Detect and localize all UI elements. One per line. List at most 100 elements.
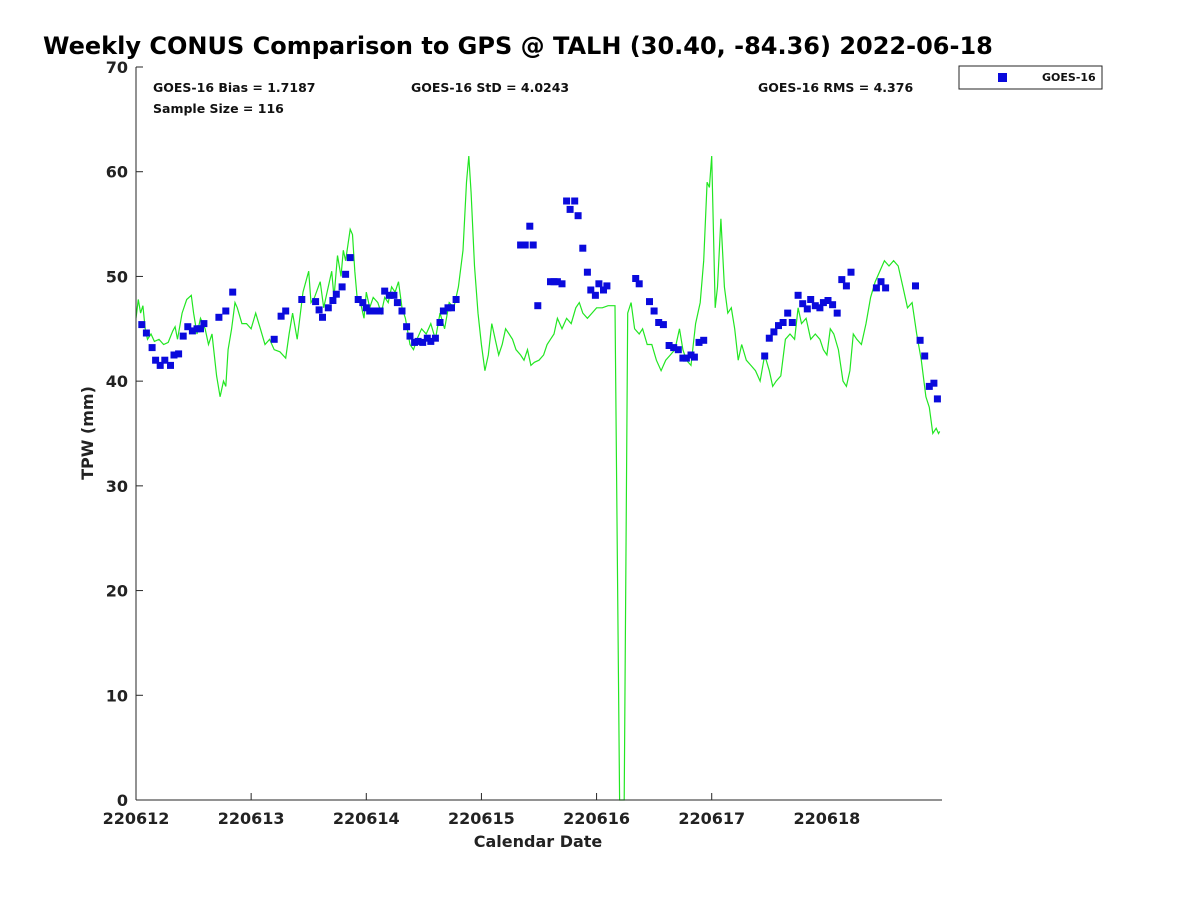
goes16-point <box>682 354 690 362</box>
goes16-point <box>222 307 230 315</box>
goes16-point <box>148 344 156 352</box>
goes16-point <box>591 291 599 299</box>
goes16-point <box>819 299 827 307</box>
goes16-point <box>197 325 204 333</box>
goes16-point <box>156 361 164 369</box>
y-tick-label: 60 <box>106 163 128 182</box>
goes16-point <box>916 336 924 344</box>
goes16-point <box>784 309 792 317</box>
goes16-point <box>816 304 824 312</box>
goes16-point <box>765 334 773 342</box>
x-axis-label: Calendar Date <box>474 832 603 851</box>
goes16-point <box>761 352 769 360</box>
x-tick-label: 220614 <box>333 809 400 828</box>
goes16-point <box>912 282 919 290</box>
goes16-point <box>170 351 178 359</box>
goes16-point <box>419 338 427 346</box>
goes16-point <box>872 284 880 292</box>
goes16-point <box>529 241 537 249</box>
goes16-point <box>794 291 802 299</box>
bias-stat: GOES-16 Bias = 1.7187 <box>153 80 315 95</box>
goes16-point <box>595 280 603 288</box>
chart-title: Weekly CONUS Comparison to GPS @ TALH (3… <box>43 32 993 60</box>
goes16-point <box>799 300 807 308</box>
goes16-point <box>933 395 941 403</box>
goes16-point <box>427 337 435 345</box>
goes16-point <box>385 291 393 299</box>
goes16-point <box>563 197 571 205</box>
goes16-point <box>312 298 320 306</box>
goes16-point <box>779 319 787 326</box>
legend-box <box>958 65 1103 90</box>
goes16-point <box>398 307 406 315</box>
goes16-point <box>600 286 607 294</box>
goes16-point <box>670 344 678 352</box>
goes16-point <box>838 276 846 284</box>
goes16-point <box>354 296 362 303</box>
goes16-point <box>553 278 561 286</box>
goes16-point <box>152 356 160 364</box>
goes16-point <box>315 306 323 314</box>
goes16-point <box>381 287 389 295</box>
y-ticks: 0 10 20 30 40 50 60 70 <box>106 58 143 810</box>
goes16-point <box>695 338 703 346</box>
goes16-point <box>439 307 447 315</box>
goes16-point <box>346 254 354 262</box>
goes16-point <box>521 241 529 249</box>
goes16-point <box>329 297 337 304</box>
goes16-point <box>526 222 534 230</box>
y-tick-label: 40 <box>106 372 128 391</box>
x-tick-label: 220618 <box>793 809 860 828</box>
goes16-point <box>332 290 340 298</box>
y-axis-label: TPW (mm) <box>78 386 97 480</box>
goes16-point <box>359 299 367 307</box>
x-tick-label: 220613 <box>218 809 285 828</box>
goes16-point <box>452 296 460 303</box>
plot-area <box>136 67 942 800</box>
goes16-point <box>571 197 579 205</box>
goes16-point <box>877 278 885 286</box>
sample-size-stat: Sample Size = 116 <box>153 101 284 116</box>
goes16-point <box>215 313 223 321</box>
goes16-point <box>925 382 933 390</box>
goes16-point <box>517 241 525 249</box>
goes16-point <box>188 327 196 335</box>
y-tick-label: 30 <box>106 477 128 496</box>
axes <box>135 67 942 801</box>
goes16-point <box>930 379 938 387</box>
goes16-point <box>558 280 566 288</box>
legend-label: GOES-16 <box>1042 71 1096 84</box>
goes16-point <box>142 329 150 337</box>
goes16-point <box>229 288 237 296</box>
y-tick-label: 50 <box>106 267 128 286</box>
goes16-point <box>829 301 837 309</box>
goes16-point <box>579 244 587 252</box>
goes16-point <box>338 283 346 291</box>
x-tick-label: 220616 <box>563 809 630 828</box>
x-tick-label: 220615 <box>448 809 515 828</box>
x-tick-label: 220617 <box>678 809 745 828</box>
goes16-point <box>448 304 455 312</box>
goes16-point <box>807 296 815 303</box>
goes16-point <box>646 298 653 306</box>
goes16-point <box>390 291 398 299</box>
y-tick-label: 10 <box>106 686 128 705</box>
goes16-point <box>770 328 778 336</box>
goes16-point <box>277 312 285 320</box>
goes16-point <box>803 305 811 313</box>
goes16-point <box>431 334 439 342</box>
goes16-point <box>574 212 582 220</box>
legend: GOES-16 <box>958 65 1103 90</box>
goes16-point <box>324 304 332 312</box>
goes16-point <box>175 350 183 358</box>
goes16-series <box>138 197 941 403</box>
x-ticks: 220612 220613 220614 220615 220616 220617 2206… <box>103 793 860 828</box>
goes16-point <box>650 307 658 315</box>
goes16-point <box>659 321 667 329</box>
goes16-point <box>393 299 401 307</box>
goes16-point <box>842 282 850 290</box>
goes16-point <box>161 356 169 364</box>
gps-line <box>135 155 941 801</box>
goes16-point <box>847 268 855 276</box>
goes16-point <box>674 346 682 354</box>
